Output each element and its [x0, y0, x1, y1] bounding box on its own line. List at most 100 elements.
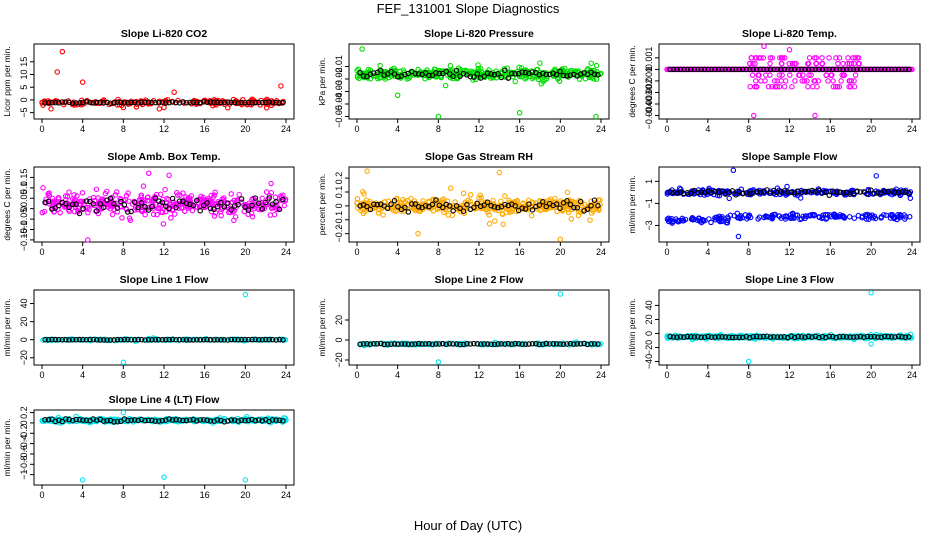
observation-point [426, 340, 432, 347]
observation-point [753, 188, 760, 195]
observation-point [256, 417, 262, 423]
outlier-point [394, 92, 401, 99]
scatter-point [486, 221, 493, 227]
scatter-point [140, 183, 147, 189]
scatter-point [846, 214, 853, 220]
scatter-point [263, 189, 270, 195]
plot-frame [33, 43, 295, 120]
y-tick-label: 0.1 [19, 182, 29, 195]
observation-point [221, 337, 228, 343]
observation-point [118, 99, 124, 106]
observation-point [107, 195, 114, 202]
x-tick-label: 16 [200, 247, 210, 257]
scatter-point [800, 72, 806, 78]
outlier-point [146, 170, 152, 177]
x-tick-label: 24 [281, 124, 291, 134]
observation-point [252, 195, 259, 201]
observation-point [577, 198, 584, 205]
x-tick-label: 8 [746, 370, 751, 380]
scatter-point [819, 55, 825, 61]
observation-point [371, 201, 377, 208]
x-tick-label: 0 [39, 247, 44, 257]
observation-point [197, 337, 203, 343]
observation-point [667, 66, 673, 73]
observation-point [701, 189, 708, 195]
observation-point [214, 99, 221, 106]
observation-point [529, 69, 536, 75]
observation-point [173, 336, 179, 343]
x-tick-label: 0 [39, 370, 44, 380]
observation-point [533, 340, 539, 347]
observation-point [156, 100, 162, 106]
observation-point [412, 70, 418, 77]
observation-point [708, 189, 715, 195]
scatter-point [749, 72, 756, 78]
observation-point [228, 207, 234, 213]
observation-point [159, 99, 166, 105]
scatter-point [160, 221, 167, 227]
observation-point [252, 417, 259, 424]
outlier-point [161, 104, 167, 111]
observation-point [467, 73, 474, 80]
observation-point [276, 417, 283, 424]
scatter-point [769, 83, 775, 90]
observation-point [781, 334, 788, 340]
scatter-point [767, 55, 774, 61]
observation-point [484, 341, 491, 347]
observation-point [169, 417, 176, 423]
observation-point [42, 199, 48, 206]
y-tick-label: 0 [19, 206, 29, 211]
observation-point [481, 202, 487, 208]
observation-point [881, 188, 888, 195]
observation-point [871, 190, 878, 197]
outlier-point [435, 359, 442, 365]
observation-point [795, 333, 801, 340]
scatter-point [845, 55, 851, 61]
scatter-point [851, 215, 858, 221]
observation-point [550, 341, 556, 347]
observation-point [788, 333, 794, 340]
observation-point [536, 341, 543, 348]
observation-point [584, 206, 591, 213]
scatter-point [282, 417, 289, 423]
observation-point [357, 203, 363, 209]
observation-point [757, 189, 763, 195]
scatter-point [236, 191, 242, 198]
scatter-point [468, 68, 474, 74]
observation-point [66, 99, 72, 106]
observation-point [402, 71, 408, 78]
observation-point [100, 204, 107, 211]
x-tick-label: 8 [121, 124, 126, 134]
observation-point [214, 417, 221, 423]
observation-point [429, 341, 436, 347]
x-tick-label: 24 [596, 247, 606, 257]
scatter-point [154, 211, 160, 218]
y-tick-label: −0.1 [19, 221, 29, 239]
y-tick-label: 0 [334, 203, 344, 208]
observation-point [726, 66, 732, 73]
observation-point [225, 200, 231, 206]
plot-title: Slope Gas Stream RH [425, 151, 533, 163]
plot-panel: Slope Line 1 Flow ml/min per min. 0 4 8 12 16 2… [2, 274, 295, 380]
scatter-point [712, 215, 718, 221]
observation-point [733, 334, 739, 340]
observation-point [812, 66, 819, 73]
observation-point [276, 100, 283, 106]
observation-point [145, 417, 152, 424]
observation-point [795, 66, 801, 73]
observation-point [197, 417, 203, 423]
x-tick-label: 8 [121, 490, 126, 500]
x-tick-label: 12 [784, 370, 794, 380]
scatter-point [85, 209, 91, 216]
scatter-point [901, 212, 907, 218]
observation-point [826, 333, 833, 340]
observation-point [111, 419, 117, 425]
scatter-point [776, 213, 782, 219]
scatter-point [537, 60, 543, 66]
observation-point [843, 66, 850, 73]
scatter-point [107, 205, 114, 212]
observation-point [567, 340, 574, 347]
plot-panel: Slope Line 3 Flow ml/min per min. 0 4 8 12 16 2… [627, 274, 921, 380]
plot-panel: Slope Amb. Box Temp. degrees C per min. 0 4… [2, 151, 295, 257]
observation-point [767, 190, 774, 196]
